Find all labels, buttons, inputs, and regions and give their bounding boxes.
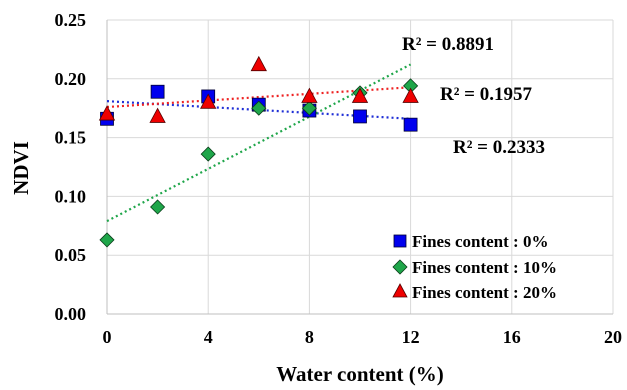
point-series1-0 [99,232,115,248]
x-tick-label: 16 [503,327,521,347]
trendlines [106,63,412,223]
point-series2-6 [402,87,419,103]
r2-annotation-10: R² = 0.8891 [402,34,494,55]
x-tick-labels: 0 4 8 12 16 20 [103,327,623,347]
y-tick-labels: 0.00 0.05 0.10 0.15 0.20 0.25 [55,10,87,324]
grid [106,19,614,315]
trendline-1 [106,63,412,223]
y-axis-label: NDVI [9,141,33,195]
y-tick-label: 0.10 [55,186,87,206]
trendline-2 [106,86,411,109]
point-series2-0 [98,105,116,121]
y-tick-label: 0.20 [55,69,87,89]
r2-annotation-0: R² = 0.2333 [453,137,545,158]
y-tick-label: 0.15 [55,128,87,148]
point-series2-5 [351,87,369,103]
point-series1-3 [251,100,267,116]
x-axis-label: Water content (%) [276,362,444,386]
legend-marker-0 [393,234,407,248]
y-tick-label: 0.25 [55,10,87,30]
data-points [98,55,419,248]
legend-label-0: Fines content : 0% [412,232,548,251]
x-tick-label: 20 [604,327,622,347]
y-tick-label: 0.05 [55,245,87,265]
point-series2-1 [149,107,166,123]
legend-marker-2 [392,283,408,298]
point-series2-2 [200,93,217,109]
x-tick-label: 12 [402,327,420,347]
point-series2-3 [250,55,267,72]
r2-annotation-20: R² = 0.1957 [440,84,532,105]
x-tick-label: 0 [103,327,112,347]
point-series2-4 [301,87,318,103]
legend-label-2: Fines content : 20% [412,283,557,302]
point-series1-1 [150,199,166,215]
x-tick-label: 8 [305,327,314,347]
point-series0-5 [353,109,367,124]
point-series1-2 [200,146,216,162]
legend: Fines content : 0% Fines content : 10% F… [392,232,557,302]
point-series0-6 [403,117,418,132]
x-tick-label: 4 [204,327,213,347]
y-tick-label: 0.00 [55,304,87,324]
point-series1-4 [301,100,317,116]
legend-marker-1 [392,259,408,275]
point-series0-1 [150,84,165,99]
legend-label-1: Fines content : 10% [412,258,557,277]
